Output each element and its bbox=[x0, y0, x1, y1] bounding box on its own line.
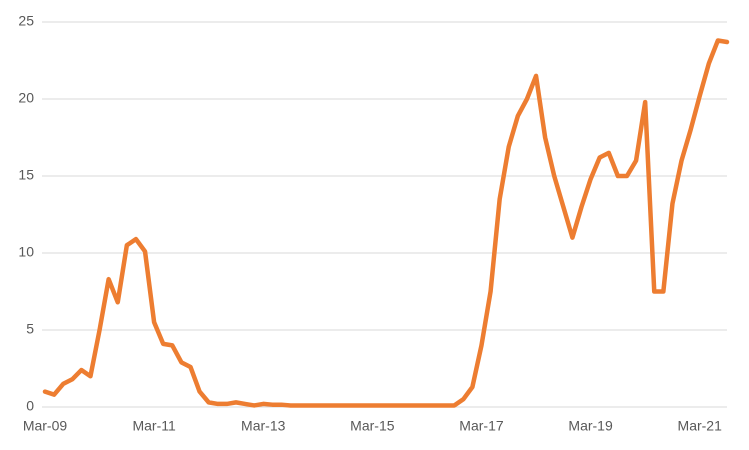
y-tick-label: 5 bbox=[26, 321, 34, 337]
y-tick-label: 25 bbox=[18, 13, 34, 29]
y-tick-label: 0 bbox=[26, 398, 34, 414]
x-tick-label: Mar-11 bbox=[132, 418, 176, 434]
y-tick-label: 15 bbox=[18, 167, 34, 183]
x-tick-label: Mar-13 bbox=[241, 418, 286, 434]
y-tick-label: 20 bbox=[18, 90, 34, 106]
data-line bbox=[42, 38, 730, 408]
x-tick-label: Mar-17 bbox=[459, 418, 504, 434]
x-tick-label: Mar-09 bbox=[23, 418, 68, 434]
x-tick-label: Mar-19 bbox=[568, 418, 613, 434]
y-tick-label: 10 bbox=[18, 244, 34, 260]
x-tick-label: Mar-15 bbox=[350, 418, 395, 434]
x-tick-label: Mar-21 bbox=[678, 418, 723, 434]
